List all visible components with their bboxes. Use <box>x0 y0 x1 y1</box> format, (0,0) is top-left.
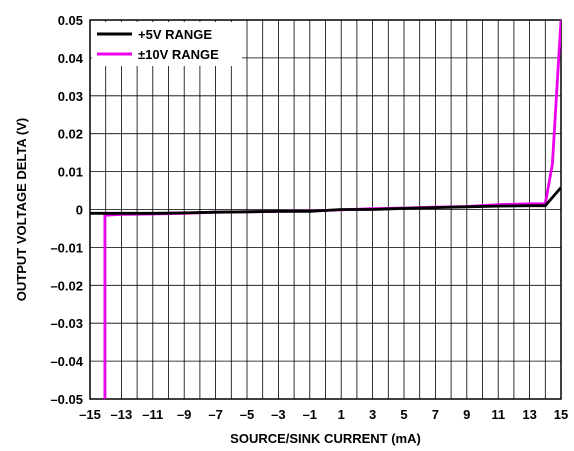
x-tick-label: 3 <box>369 407 376 422</box>
legend-box <box>92 22 242 66</box>
y-axis-ticks: 0.05 0.04 0.03 0.02 0.01 0 –0.01 –0.02 –0.03 –0.0… <box>50 13 83 407</box>
x-tick-label: –13 <box>111 407 133 422</box>
series-line-5v <box>90 186 561 215</box>
x-tick-label: –3 <box>271 407 285 422</box>
x-tick-label: –1 <box>303 407 317 422</box>
x-tick-label: –5 <box>240 407 254 422</box>
x-tick-label: –11 <box>142 407 163 422</box>
x-tick-label: 13 <box>522 407 536 422</box>
x-tick-label: 7 <box>432 407 439 422</box>
y-tick-label: 0.05 <box>58 13 83 28</box>
y-tick-label: –0.05 <box>50 392 83 407</box>
series-layer <box>90 20 561 399</box>
x-tick-label: 11 <box>491 407 505 422</box>
y-tick-label: 0.01 <box>58 165 83 180</box>
legend-label-10v: ±10V RANGE <box>138 47 219 62</box>
x-tick-label: 1 <box>338 407 345 422</box>
y-tick-label: 0.02 <box>58 127 83 142</box>
x-tick-label: –7 <box>208 407 222 422</box>
legend: +5V RANGE ±10V RANGE <box>92 22 242 66</box>
x-tick-label: –9 <box>177 407 191 422</box>
y-tick-label: –0.04 <box>50 354 83 369</box>
y-tick-label: 0.03 <box>58 89 83 104</box>
y-tick-label: 0 <box>76 203 83 218</box>
y-tick-label: –0.03 <box>50 316 83 331</box>
x-axis-label: SOURCE/SINK CURRENT (mA) <box>230 431 421 446</box>
grid-lines <box>90 20 561 399</box>
x-axis-ticks: –15 –13 –11 –9 –7 –5 –3 –1 1 3 5 7 9 11 13 15 <box>79 407 568 422</box>
x-tick-label: 15 <box>554 407 568 422</box>
y-tick-label: –0.01 <box>50 240 83 255</box>
x-tick-label: 9 <box>463 407 470 422</box>
legend-label-5v: +5V RANGE <box>138 27 212 42</box>
x-tick-label: 5 <box>400 407 407 422</box>
y-axis-label: OUTPUT VOLTAGE DELTA (V) <box>14 118 29 301</box>
y-tick-label: –0.02 <box>50 278 83 293</box>
y-tick-label: 0.04 <box>58 51 84 66</box>
x-tick-label: –15 <box>79 407 101 422</box>
